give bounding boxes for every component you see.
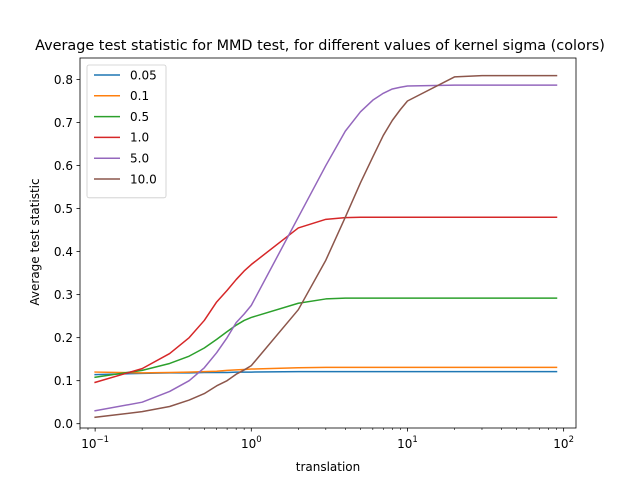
- y-tick-label: 0.2: [54, 331, 73, 345]
- legend-entry: 0.5: [130, 110, 149, 124]
- legend-entry: 10.0: [130, 172, 157, 186]
- series-line-5.0: [94, 84, 558, 412]
- legend: 0.05 0.1 0.5 1.0 5.0 10.0: [86, 64, 167, 199]
- series-line-0.05: [94, 370, 558, 376]
- y-tick-label: 0.8: [54, 73, 73, 87]
- legend-entry: 5.0: [130, 152, 149, 166]
- x-tick-label: 10−1: [81, 435, 109, 451]
- x-tick-label: 101: [397, 435, 418, 451]
- axes-layer: 10−1 100 101 102 0.0 0.1 0.2 0.3 0.4 0.5 0.6 0.7 0.8: [54, 57, 577, 451]
- y-tick-label: 0.0: [54, 417, 73, 431]
- legend-entry: 1.0: [130, 131, 149, 145]
- series-line-1.0: [94, 216, 558, 384]
- y-tick-label: 0.6: [54, 159, 73, 173]
- y-tick-label: 0.3: [54, 288, 73, 302]
- x-axis-label: translation: [296, 460, 361, 474]
- plot-layer: [94, 74, 558, 419]
- y-tick-label: 0.5: [54, 202, 73, 216]
- legend-entry: 0.05: [130, 68, 157, 82]
- y-tick-label: 0.1: [54, 374, 73, 388]
- axes-frame: [79, 57, 577, 429]
- legend-entry: 0.1: [130, 89, 149, 103]
- series-line-0.1: [94, 366, 558, 374]
- chart-title: Average test statistic for MMD test, for…: [35, 38, 605, 54]
- y-tick-label: 0.4: [54, 245, 73, 259]
- y-axis-label: Average test statistic: [28, 178, 42, 305]
- x-tick-label: 100: [241, 435, 262, 451]
- x-tick-label: 102: [553, 435, 574, 451]
- y-tick-label: 0.7: [54, 116, 73, 130]
- series-line-0.5: [94, 297, 558, 379]
- legend-box: [86, 64, 167, 199]
- series-line-10.0: [94, 74, 558, 419]
